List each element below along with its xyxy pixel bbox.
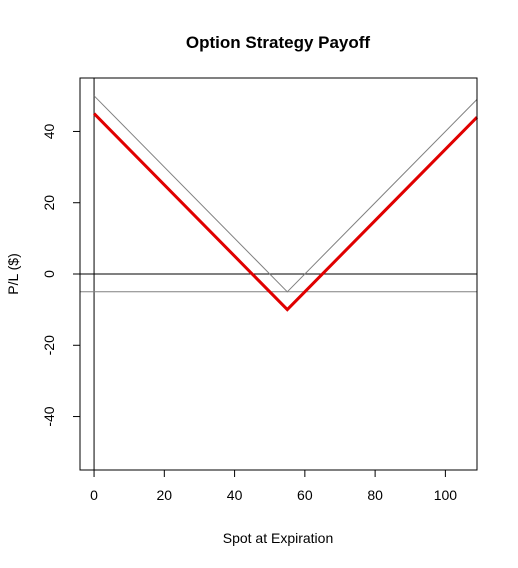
y-tick-label: -20 — [41, 335, 57, 355]
y-tick-label: 0 — [41, 270, 57, 278]
chart-title: Option Strategy Payoff — [186, 33, 371, 52]
x-tick-label: 20 — [157, 487, 173, 503]
x-tick-label: 40 — [227, 487, 243, 503]
x-tick-label: 80 — [367, 487, 383, 503]
y-tick-label: 40 — [41, 123, 57, 139]
y-tick-label: 20 — [41, 195, 57, 211]
y-axis: -40 -20 0 20 40 — [41, 123, 81, 427]
x-axis: 0 20 40 60 80 100 — [90, 469, 458, 503]
plot-lines — [80, 78, 477, 470]
x-tick-label: 60 — [297, 487, 313, 503]
x-tick-label: 0 — [90, 487, 98, 503]
series-layer — [80, 95, 479, 312]
y-tick-label: -40 — [41, 406, 57, 426]
series-line-0 — [93, 95, 478, 293]
x-tick-label: 100 — [434, 487, 458, 503]
series-line-2 — [93, 112, 479, 312]
x-axis-label: Spot at Expiration — [223, 530, 334, 546]
y-axis-label: P/L ($) — [5, 253, 21, 295]
